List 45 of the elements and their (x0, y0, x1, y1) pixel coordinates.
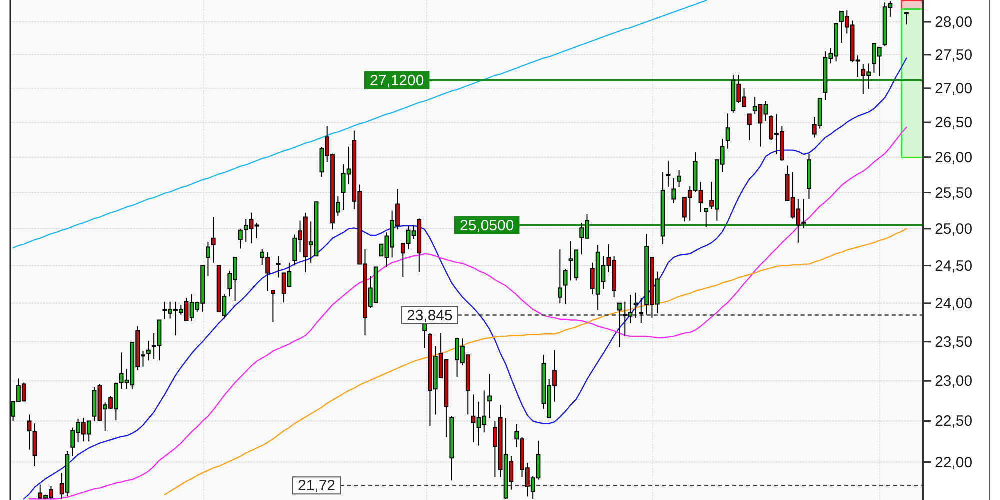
y-tick-label: 27,00 (935, 80, 973, 97)
y-tick-label: 24,00 (935, 294, 973, 312)
line-series (28, 126, 908, 500)
candlestick (558, 248, 562, 304)
y-tick-label: 22,00 (935, 454, 973, 471)
candlestick (748, 114, 752, 142)
y-tick-label: 24,50 (935, 257, 973, 274)
y-tick-label: 25,50 (935, 184, 973, 202)
candlestick (211, 216, 216, 264)
y-tick-label: 23,00 (935, 372, 973, 390)
y-tick-label: 23,50 (935, 333, 973, 350)
candlestick (450, 416, 454, 482)
ref-line-label: 27,1200 (370, 72, 424, 89)
candlestick (32, 423, 38, 467)
candlestick (276, 256, 281, 278)
candlestick (422, 324, 427, 349)
ref-line-label: 23,845 (406, 306, 453, 324)
line-series (12, 0, 707, 249)
y-tick-label: 25,00 (935, 220, 973, 238)
y-tick-label: 26,50 (935, 114, 973, 132)
candlestick (704, 208, 709, 228)
y-tick-label: 22,50 (935, 412, 973, 430)
y-tick-label: 26,00 (935, 148, 973, 166)
candlestick (634, 292, 638, 318)
candlestick (807, 154, 812, 200)
candlestick (672, 178, 676, 204)
line-series (24, 58, 908, 500)
candlestick (726, 113, 730, 150)
ref-line-label: 21,72 (298, 477, 336, 494)
y-tick-label: 27,50 (935, 46, 973, 64)
ref-line-label: 25,0500 (460, 216, 514, 234)
y-tick-label: 28,00 (935, 14, 973, 31)
candlestick (660, 172, 666, 245)
candlestick (639, 298, 644, 324)
candlestick (563, 269, 568, 305)
candlestick (27, 414, 32, 450)
candlestick (677, 170, 682, 188)
candlestick (666, 160, 671, 188)
candlestick (904, 12, 909, 26)
candlestick (238, 228, 243, 250)
candlestick (488, 373, 492, 419)
candlestick (271, 290, 276, 324)
candlestick (206, 242, 210, 277)
candlestick (618, 302, 622, 348)
candlestick (146, 340, 151, 362)
